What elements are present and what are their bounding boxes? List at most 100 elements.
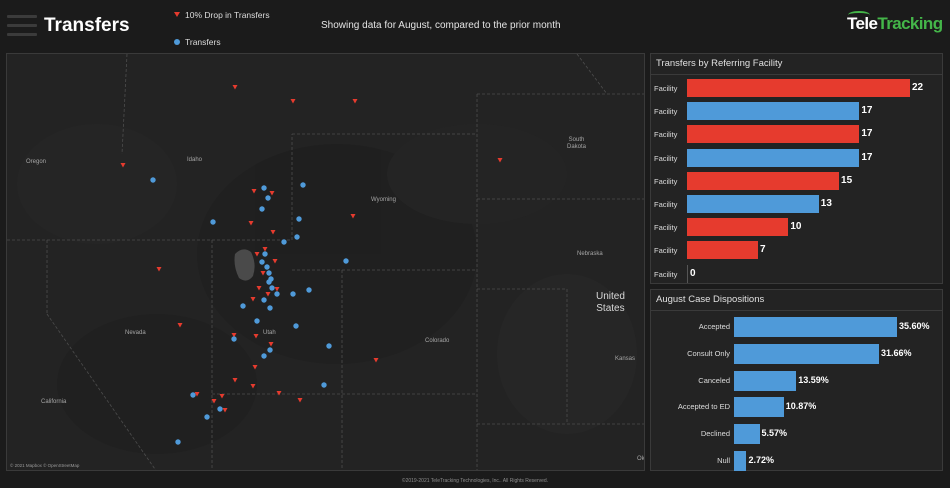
transfer-marker[interactable] [259, 206, 265, 212]
facility-bar-row[interactable]: Facility 17 [651, 102, 942, 121]
disposition-bar[interactable] [734, 451, 747, 471]
disposition-bar[interactable] [734, 317, 897, 337]
drop-marker[interactable] [274, 287, 280, 292]
facility-bar[interactable] [687, 241, 758, 260]
drop-marker[interactable] [270, 230, 276, 235]
facility-bar-row[interactable]: Facility 17 [651, 148, 942, 167]
transfer-marker[interactable] [240, 303, 246, 309]
drop-marker[interactable] [194, 392, 200, 397]
transfer-marker[interactable] [265, 195, 271, 201]
drop-marker[interactable] [373, 358, 379, 363]
disposition-bar-row[interactable]: Accepted 35.60% [651, 317, 942, 337]
facility-bar-row[interactable]: Facility 17 [651, 125, 942, 144]
transfer-marker[interactable] [321, 382, 327, 388]
transfer-marker[interactable] [267, 347, 273, 353]
disposition-bar-row[interactable]: Consult Only 31.66% [651, 343, 942, 364]
drop-marker[interactable] [211, 399, 217, 404]
transfer-marker[interactable] [261, 185, 267, 191]
transfer-marker[interactable] [210, 219, 216, 225]
transfer-marker[interactable] [261, 297, 267, 303]
drop-marker[interactable] [156, 267, 162, 272]
drop-marker[interactable] [262, 247, 268, 252]
map-attribution[interactable]: © 2021 Mapbox © OpenStreetMap [10, 463, 80, 468]
disposition-bar[interactable] [734, 397, 784, 418]
drop-marker[interactable] [268, 342, 274, 347]
transfer-marker[interactable] [326, 343, 332, 349]
drop-marker[interactable] [177, 323, 183, 328]
transfer-marker[interactable] [267, 305, 273, 311]
facility-bar[interactable] [687, 125, 860, 144]
legend-item-transfers[interactable]: Transfers [171, 36, 270, 47]
drop-marker[interactable] [297, 398, 303, 403]
drop-marker[interactable] [256, 286, 262, 291]
drop-marker[interactable] [350, 214, 356, 219]
facility-bar-row[interactable]: Facility 15 [651, 171, 942, 190]
facility-bar[interactable] [687, 148, 860, 167]
transfer-marker[interactable] [294, 234, 300, 240]
facility-bar[interactable] [687, 195, 819, 213]
drop-marker[interactable] [253, 334, 259, 339]
drop-marker[interactable] [352, 99, 358, 104]
transfer-marker[interactable] [231, 336, 237, 342]
transfer-marker[interactable] [266, 279, 272, 285]
drop-marker[interactable] [265, 292, 271, 297]
disposition-bar[interactable] [734, 343, 879, 364]
transfer-marker[interactable] [269, 285, 275, 291]
drop-marker[interactable] [250, 384, 256, 389]
facility-bar[interactable] [687, 218, 789, 237]
transfer-marker[interactable] [296, 216, 302, 222]
drop-marker[interactable] [252, 365, 258, 370]
facility-bar[interactable] [687, 171, 840, 190]
transfer-marker[interactable] [150, 177, 156, 183]
transfer-marker[interactable] [300, 182, 306, 188]
transfer-marker[interactable] [262, 251, 268, 257]
drop-marker[interactable] [250, 297, 256, 302]
facility-bar-row[interactable]: Facility 10 [651, 218, 942, 237]
drop-marker[interactable] [260, 271, 266, 276]
legend-item-drop[interactable]: 10% Drop in Transfers [171, 9, 270, 20]
drop-marker[interactable] [219, 394, 225, 399]
facility-bar[interactable] [687, 102, 860, 121]
transfer-marker[interactable] [266, 270, 272, 276]
facility-bar[interactable] [687, 264, 688, 283]
drop-marker[interactable] [231, 333, 237, 338]
disposition-bar-row[interactable]: Accepted to ED 10.87% [651, 397, 942, 418]
transfers-map[interactable]: Oregon Idaho Wyoming South Dakota Nebras… [6, 53, 645, 471]
transfer-marker[interactable] [204, 414, 210, 420]
drop-marker[interactable] [276, 391, 282, 396]
transfer-marker[interactable] [293, 323, 299, 329]
drop-marker[interactable] [497, 158, 503, 163]
drop-marker[interactable] [222, 408, 228, 413]
drop-marker[interactable] [272, 259, 278, 264]
facility-bar-row[interactable]: Facility 7 [651, 241, 942, 260]
disposition-bar[interactable] [734, 370, 797, 391]
transfer-marker[interactable] [261, 353, 267, 359]
facility-bar-row[interactable]: Facility 0 [651, 264, 942, 283]
drop-marker[interactable] [251, 189, 257, 194]
facility-bar-row[interactable]: Facility 22 [651, 79, 942, 97]
transfer-marker[interactable] [281, 239, 287, 245]
disposition-bar-row[interactable]: Canceled 13.59% [651, 370, 942, 391]
drop-marker[interactable] [290, 99, 296, 104]
transfer-marker[interactable] [343, 258, 349, 264]
drop-marker[interactable] [248, 221, 254, 226]
facility-bar[interactable] [687, 79, 910, 97]
drop-marker[interactable] [232, 85, 238, 90]
transfer-marker[interactable] [306, 287, 312, 293]
transfer-marker[interactable] [290, 291, 296, 297]
transfer-marker[interactable] [254, 318, 260, 324]
disposition-bar-row[interactable]: Declined 5.57% [651, 424, 942, 445]
drop-marker[interactable] [269, 191, 275, 196]
drop-marker[interactable] [120, 163, 126, 168]
disposition-bar[interactable] [734, 424, 760, 445]
transfer-marker[interactable] [175, 439, 181, 445]
hamburger-menu-icon[interactable] [7, 13, 37, 39]
transfer-marker[interactable] [264, 264, 270, 270]
drop-marker[interactable] [254, 252, 260, 257]
transfer-marker[interactable] [274, 291, 280, 297]
facility-bar-row[interactable]: Facility 13 [651, 195, 942, 213]
drop-marker[interactable] [232, 378, 238, 383]
transfer-marker[interactable] [190, 392, 196, 398]
transfer-marker[interactable] [217, 406, 223, 412]
transfer-marker[interactable] [259, 259, 265, 265]
